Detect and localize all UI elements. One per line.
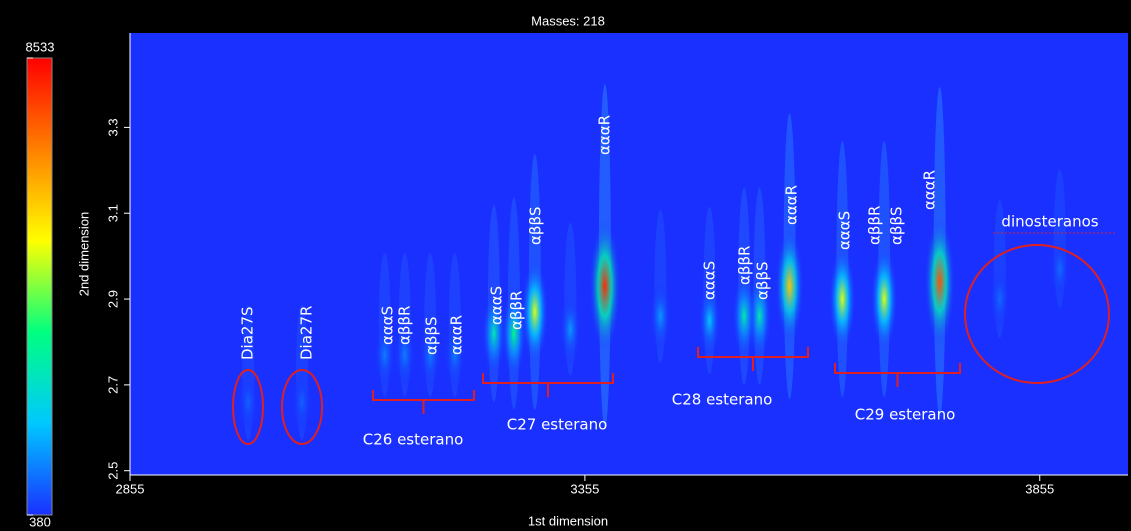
peak xyxy=(732,273,757,360)
highlight-ellipse xyxy=(232,369,264,445)
annotation: αββR xyxy=(396,306,414,345)
colorbar-tick-label: 8533 xyxy=(26,39,55,54)
peak xyxy=(559,293,582,365)
bracket xyxy=(482,373,614,397)
highlight-ellipse xyxy=(964,244,1110,384)
chart-title: Masses: 218 xyxy=(531,13,605,28)
peak xyxy=(394,320,416,389)
annotation: αααR xyxy=(921,170,939,210)
annotation: C28 esterano xyxy=(672,391,773,409)
peak xyxy=(291,369,313,435)
y-tick-label: 2.7 xyxy=(105,376,120,394)
highlight-ellipse xyxy=(281,369,323,445)
y-tick-label: 2.5 xyxy=(105,462,120,480)
peak xyxy=(444,320,466,389)
peak xyxy=(698,282,721,359)
annotation: αββR xyxy=(736,246,754,285)
y-tick-label: 3.1 xyxy=(105,204,120,222)
bracket xyxy=(372,390,475,414)
annotation: αααS xyxy=(379,306,397,345)
annotation: αββS xyxy=(423,316,441,355)
peak xyxy=(374,320,396,389)
annotation: αββS xyxy=(754,261,772,300)
x-tick-label: 2855 xyxy=(116,481,145,496)
peak xyxy=(501,288,527,379)
peak xyxy=(1049,235,1071,303)
peak xyxy=(481,290,506,377)
annotation: αββS xyxy=(527,206,545,245)
annotation: C29 esterano xyxy=(855,406,956,424)
annotation: αααS xyxy=(701,261,719,300)
annotation: αββR xyxy=(866,206,884,245)
colorbar-tick-label: 380 xyxy=(29,514,51,529)
peak xyxy=(589,218,621,354)
peak xyxy=(828,246,856,352)
peak xyxy=(924,216,955,347)
annotation: C26 esterano xyxy=(363,431,464,449)
colorbar xyxy=(26,57,53,516)
annotation: αααR xyxy=(448,315,466,355)
annotation: Dia27S xyxy=(239,306,257,360)
y-tick-label: 3.3 xyxy=(105,118,120,136)
y-tick-label: 2.9 xyxy=(105,290,120,308)
peak xyxy=(521,259,549,365)
annotation: αββS xyxy=(888,206,906,245)
peak xyxy=(237,369,259,435)
bracket xyxy=(834,363,961,387)
annotation: C27 esterano xyxy=(507,416,608,434)
peak xyxy=(989,266,1011,333)
peak xyxy=(775,228,804,344)
annotation: αββR xyxy=(508,291,526,330)
annotation: αααS xyxy=(836,211,854,250)
x-tick-label: 3855 xyxy=(1025,481,1054,496)
annotation: Dia27R xyxy=(298,306,316,360)
x-tick-label: 3355 xyxy=(570,481,599,496)
annotation: αααR xyxy=(783,185,801,225)
annotation: dinosteranos xyxy=(1001,213,1098,231)
plot-area xyxy=(130,33,1128,475)
annotation: αααS xyxy=(488,286,506,325)
annotation: αααR xyxy=(596,115,614,155)
peak xyxy=(419,320,441,389)
peak xyxy=(870,246,898,352)
x-axis-label: 1st dimension xyxy=(528,513,608,528)
bracket xyxy=(697,347,809,371)
y-axis-label: 2nd dimension xyxy=(76,212,91,297)
peak xyxy=(649,280,672,352)
